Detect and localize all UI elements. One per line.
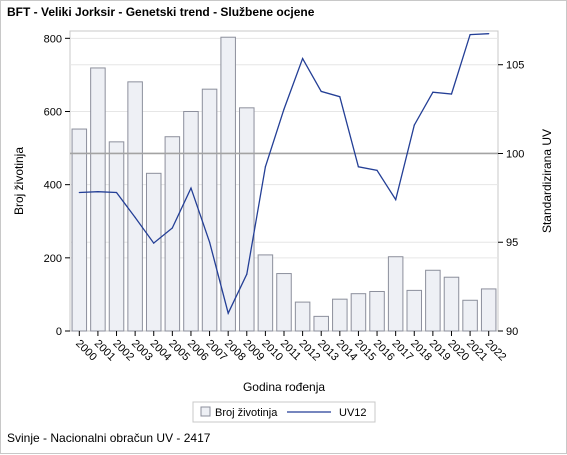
bar-2017 bbox=[387, 256, 404, 332]
bar-2015 bbox=[350, 293, 367, 332]
y-tick-label: 800 bbox=[44, 33, 62, 45]
bar-2008 bbox=[220, 36, 236, 332]
bar-2003 bbox=[127, 81, 143, 332]
chart-title: BFT - Veliki Jorksir - Genetski trend - … bbox=[7, 5, 315, 19]
uv12-point-2014 bbox=[339, 96, 341, 98]
y-tick-label: 600 bbox=[44, 106, 62, 118]
uv12-point-2016 bbox=[376, 169, 378, 171]
y-tick-label: 400 bbox=[44, 180, 62, 192]
uv12-point-2002 bbox=[115, 191, 118, 194]
bar-2022 bbox=[480, 288, 497, 332]
y2-axis-title: Standardizirana UV bbox=[540, 129, 554, 233]
bar-2012 bbox=[294, 301, 311, 332]
uv12-point-2006 bbox=[190, 187, 192, 189]
bar-2004 bbox=[145, 172, 162, 332]
y-tick-label: 0 bbox=[56, 326, 62, 338]
bar-2011 bbox=[276, 273, 292, 332]
bar-2018 bbox=[406, 289, 423, 332]
uv12-point-2000 bbox=[78, 191, 80, 194]
uv12-point-2012 bbox=[302, 57, 304, 60]
bars bbox=[71, 36, 497, 332]
uv12-point-2009 bbox=[246, 273, 248, 275]
bar-2009 bbox=[239, 107, 255, 332]
y2-tick-label: 100 bbox=[506, 148, 524, 160]
y2-tick-label: 95 bbox=[506, 237, 518, 249]
bar-2013 bbox=[313, 315, 329, 332]
uv12-point-2003 bbox=[134, 216, 136, 218]
legend-line-label: UV12 bbox=[339, 407, 367, 419]
bar-2014 bbox=[332, 298, 348, 332]
bar-2002 bbox=[108, 141, 125, 332]
y2-tick-label: 105 bbox=[506, 60, 524, 72]
uv12-point-2018 bbox=[413, 124, 415, 126]
uv12-point-2015 bbox=[357, 166, 360, 168]
y2-tick-label: 90 bbox=[506, 326, 518, 338]
legend-box bbox=[192, 401, 376, 423]
legend-bar-swatch bbox=[200, 406, 211, 417]
bar-2001 bbox=[90, 67, 106, 332]
uv12-point-2019 bbox=[432, 91, 434, 93]
uv12-point-2022 bbox=[488, 33, 490, 35]
bar-2006 bbox=[183, 110, 199, 332]
uv12-point-2004 bbox=[153, 242, 155, 244]
uv12-point-2020 bbox=[450, 93, 453, 95]
uv12-point-2021 bbox=[469, 33, 471, 36]
uv12-point-2007 bbox=[208, 241, 211, 243]
x-axis-title: Godina rođenja bbox=[243, 380, 325, 394]
uv12-point-2001 bbox=[97, 191, 99, 193]
uv12-point-2011 bbox=[283, 108, 285, 110]
bar-2010 bbox=[257, 254, 274, 332]
uv12-point-2010 bbox=[264, 166, 266, 168]
bar-2020 bbox=[443, 276, 460, 332]
uv12-point-2017 bbox=[395, 199, 397, 201]
y-axis-title: Broj životinja bbox=[12, 147, 26, 215]
uv12-point-2013 bbox=[320, 90, 322, 92]
bar-2019 bbox=[425, 269, 441, 332]
legend: Broj životinja UV12 bbox=[192, 401, 376, 423]
bar-2021 bbox=[462, 299, 478, 332]
uv-line-group bbox=[78, 33, 490, 316]
bar-2005 bbox=[164, 136, 181, 332]
legend-bar-label: Broj životinja bbox=[215, 407, 278, 419]
bar-2016 bbox=[369, 290, 385, 332]
footnote: Svinje - Nacionalni obračun UV - 2417 bbox=[7, 431, 211, 445]
y-tick-label: 200 bbox=[44, 253, 62, 265]
uv12-point-2005 bbox=[171, 227, 173, 229]
bar-2007 bbox=[201, 88, 218, 332]
bar-2000 bbox=[71, 128, 88, 332]
uv12-point-2008 bbox=[227, 312, 229, 314]
